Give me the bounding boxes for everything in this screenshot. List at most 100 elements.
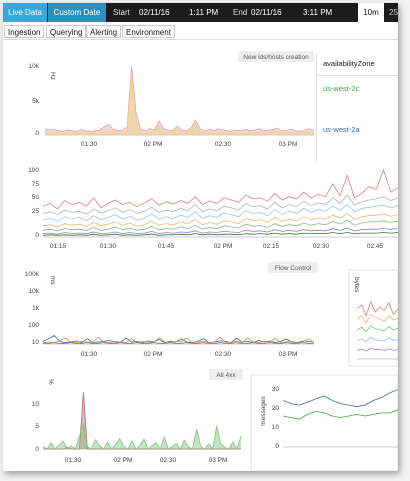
chart-flow-control: Flow Control ms 100k 10k 1k 100 10 01:30… xyxy=(25,262,318,358)
live-data-button[interactable]: Live Data xyxy=(3,3,47,22)
custom-date-button[interactable]: Custom Date xyxy=(48,3,106,22)
end-date-field[interactable]: 02/11/16 xyxy=(251,8,282,17)
y-tick-label: 100 xyxy=(28,322,39,329)
y-tick-label: 10 xyxy=(32,339,40,346)
series-line xyxy=(356,300,398,317)
y-tick-label: 25 xyxy=(32,208,40,215)
y-tick-label: 10k xyxy=(29,63,40,70)
series-line xyxy=(282,389,398,408)
series-line xyxy=(42,232,398,236)
y-axis-label: Hz xyxy=(49,72,56,80)
tab-querying[interactable]: Querying xyxy=(46,25,87,38)
x-tick-label: 01:30 xyxy=(81,141,98,148)
end-time-field[interactable]: 3:11 PM xyxy=(303,8,333,17)
chart-new-ids: New ids/hosts creation Hz 10k 5k 0 01:30… xyxy=(29,51,315,148)
x-tick-label: 01:30 xyxy=(100,243,117,250)
y-tick-label: 100k xyxy=(25,271,40,278)
x-tick-label: 01:45 xyxy=(158,243,175,250)
series-line xyxy=(42,219,398,232)
x-tick-label: 03 PM xyxy=(279,141,298,148)
series-line xyxy=(43,392,241,450)
series-line xyxy=(42,336,315,344)
legend-header: availabilityZone xyxy=(323,59,375,68)
dashboard-charts: New ids/hosts creation Hz 10k 5k 0 01:30… xyxy=(25,51,398,471)
y-tick-label: 100 xyxy=(28,167,39,174)
chart-panel xyxy=(250,374,398,471)
series-area xyxy=(43,423,241,449)
x-tick-label: 01:15 xyxy=(50,243,67,250)
app-window: Live Data Custom Date Start 02/11/16 1:1… xyxy=(3,3,398,471)
chart-title-box xyxy=(268,262,318,273)
y-tick-label: 10 xyxy=(272,424,280,431)
x-tick-label: 02 PM xyxy=(114,457,133,464)
chart-title: New ids/hosts creation xyxy=(243,54,309,61)
series-line xyxy=(42,168,398,210)
plot-area xyxy=(282,389,398,448)
y-tick-label: 0 xyxy=(35,130,39,137)
series-line xyxy=(42,423,242,450)
chart-title: All 4xx xyxy=(216,372,236,379)
y-tick-label: 5 xyxy=(35,423,39,430)
series-line xyxy=(42,213,398,228)
y-tick-label: 10k xyxy=(29,288,40,295)
tab-bar: Ingestion Querying Alerting Environment xyxy=(3,23,398,40)
y-tick-label: 0 xyxy=(35,446,39,453)
tab-ingestion[interactable]: Ingestion xyxy=(4,25,45,38)
end-label: End xyxy=(233,8,248,17)
start-time-field[interactable]: 1:11 PM xyxy=(189,8,219,17)
plot-area xyxy=(42,168,398,238)
x-tick-label: 02:30 xyxy=(160,457,177,464)
y-axis-label: messages xyxy=(260,395,267,425)
legend-divider xyxy=(317,75,398,76)
start-label: Start xyxy=(113,8,130,17)
x-tick-label: 02 PM xyxy=(144,141,163,148)
x-tick-label: 02:30 xyxy=(215,351,232,358)
x-tick-label: 02:30 xyxy=(313,243,330,250)
legend-item-us-west-2a[interactable]: us-west-2a xyxy=(323,125,360,134)
series-line xyxy=(42,203,398,222)
x-tick-label: 02 PM xyxy=(214,243,233,250)
y-tick-label: 5k xyxy=(32,98,40,105)
y-tick-label: 1k xyxy=(32,305,40,312)
series-area xyxy=(45,66,314,135)
x-tick-label: 02:15 xyxy=(263,243,280,250)
tab-environment[interactable]: Environment xyxy=(122,25,175,38)
series-line xyxy=(42,227,398,235)
start-date-field[interactable]: 02/11/16 xyxy=(139,8,170,17)
chart-title-box xyxy=(238,51,314,62)
y-axis-label: bytes xyxy=(353,277,360,293)
plot-area xyxy=(42,392,242,450)
y-axis-label: ms xyxy=(49,276,56,285)
series-line xyxy=(356,325,398,333)
plot-area xyxy=(356,300,398,360)
series-line xyxy=(282,409,398,420)
plot-area xyxy=(44,66,315,136)
range-next-button[interactable]: 25 xyxy=(389,8,398,17)
x-tick-label: 01:30 xyxy=(81,351,98,358)
y-tick-label: 0 xyxy=(35,232,39,239)
chart-bytes: bytes xyxy=(348,269,398,367)
y-tick-label: 50 xyxy=(32,194,40,201)
plot-area xyxy=(42,334,315,345)
x-tick-label: 02:45 xyxy=(367,243,384,250)
y-tick-label: 75 xyxy=(32,181,40,188)
x-tick-label: 02 PM xyxy=(144,351,163,358)
y-tick-label: 0 xyxy=(275,443,279,450)
series-line xyxy=(42,334,315,344)
y-tick-label: 30 xyxy=(272,386,280,393)
tab-alerting[interactable]: Alerting xyxy=(86,25,122,38)
toolbar: Live Data Custom Date Start 02/11/16 1:1… xyxy=(3,3,398,22)
series-line xyxy=(42,194,398,216)
y-axis-label: % xyxy=(47,379,54,385)
legend-panel: availabilityZone us-west-2c us-west-2a xyxy=(316,53,398,163)
x-tick-label: 03 PM xyxy=(209,457,228,464)
range-10m-button[interactable]: 10m xyxy=(358,3,384,22)
chart-title-box xyxy=(209,369,243,380)
chart-all-4xx: All 4xx % 10 5 0 01:30 02 PM 02:30 03 PM xyxy=(32,369,243,464)
series-area xyxy=(45,75,314,135)
chart-multi-line: 100 75 50 25 0 01:15 01:30 01:45 02 PM 0… xyxy=(28,167,398,250)
series-line xyxy=(44,75,315,135)
legend-item-us-west-2c[interactable]: us-west-2c xyxy=(323,84,360,93)
series-area xyxy=(43,392,241,449)
series-line xyxy=(356,336,398,343)
